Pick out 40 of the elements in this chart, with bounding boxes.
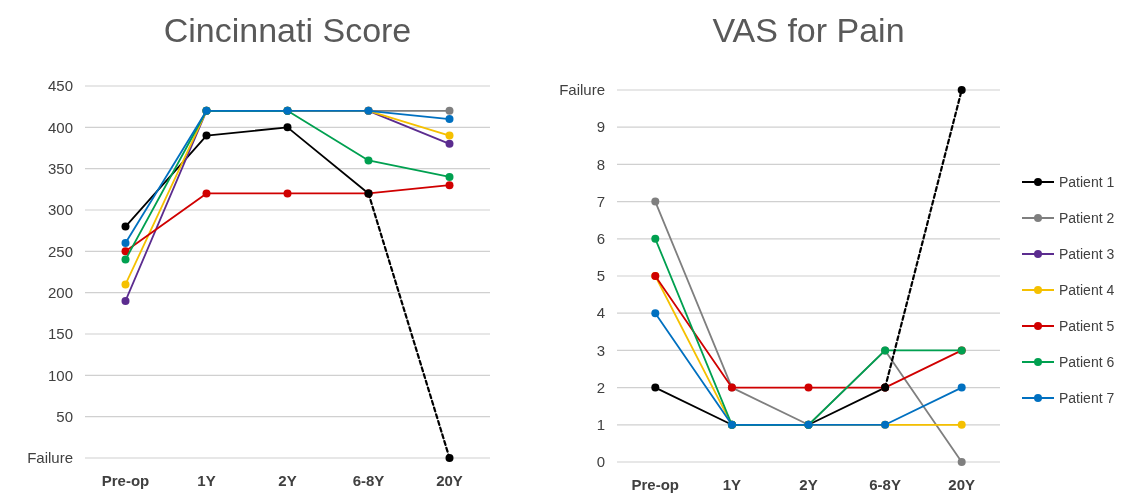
x-tick-label: 6-8Y — [869, 476, 901, 493]
legend-label: Patient 7 — [1059, 389, 1115, 406]
y-tick-label: 1 — [596, 416, 605, 434]
chart-title: VAS for Pain — [712, 11, 905, 49]
x-tick-label: 6-8Y — [352, 472, 385, 489]
x-tick-label: 2Y — [278, 472, 297, 489]
y-tick-label: 9 — [596, 118, 605, 136]
y-tick-label: 250 — [47, 242, 73, 260]
y-tick-label: 150 — [47, 325, 73, 343]
y-tick-label: 0 — [596, 453, 605, 471]
legend-label: Patient 2 — [1059, 209, 1115, 226]
x-tick-label: 2Y — [799, 476, 818, 493]
legend-label: Patient 5 — [1059, 317, 1115, 334]
x-tick-label: 20Y — [436, 472, 463, 489]
y-tick-label: 50 — [56, 407, 73, 425]
legend-label: Patient 6 — [1059, 353, 1115, 370]
y-tick-label: 8 — [596, 155, 605, 173]
x-tick-label: Pre-op — [101, 472, 150, 489]
x-tick-label: Pre-op — [631, 476, 680, 493]
y-tick-label: 450 — [47, 77, 73, 95]
y-tick-label: 6 — [596, 230, 605, 248]
y-tick-label: Failure — [27, 449, 73, 467]
legend-label: Patient 4 — [1059, 281, 1115, 298]
y-tick-label: 400 — [47, 118, 73, 136]
x-tick-label: 1Y — [722, 476, 742, 493]
y-tick-label: 4 — [596, 304, 605, 322]
x-tick-label: 1Y — [197, 472, 216, 489]
y-tick-label: 350 — [47, 159, 73, 177]
legend-label: Patient 3 — [1059, 245, 1115, 262]
y-tick-label: 200 — [47, 283, 73, 301]
y-tick-label: 100 — [47, 366, 73, 384]
y-tick-label: 3 — [596, 341, 605, 359]
y-tick-label: 5 — [596, 267, 605, 285]
y-tick-label: 2 — [596, 378, 605, 396]
y-tick-label: 300 — [47, 201, 73, 219]
legend-label: Patient 1 — [1059, 173, 1115, 190]
y-tick-label: 7 — [596, 192, 605, 210]
chart-title: Cincinnati Score — [163, 11, 412, 49]
x-tick-label: 20Y — [948, 476, 976, 493]
y-tick-label: Failure — [559, 81, 605, 99]
